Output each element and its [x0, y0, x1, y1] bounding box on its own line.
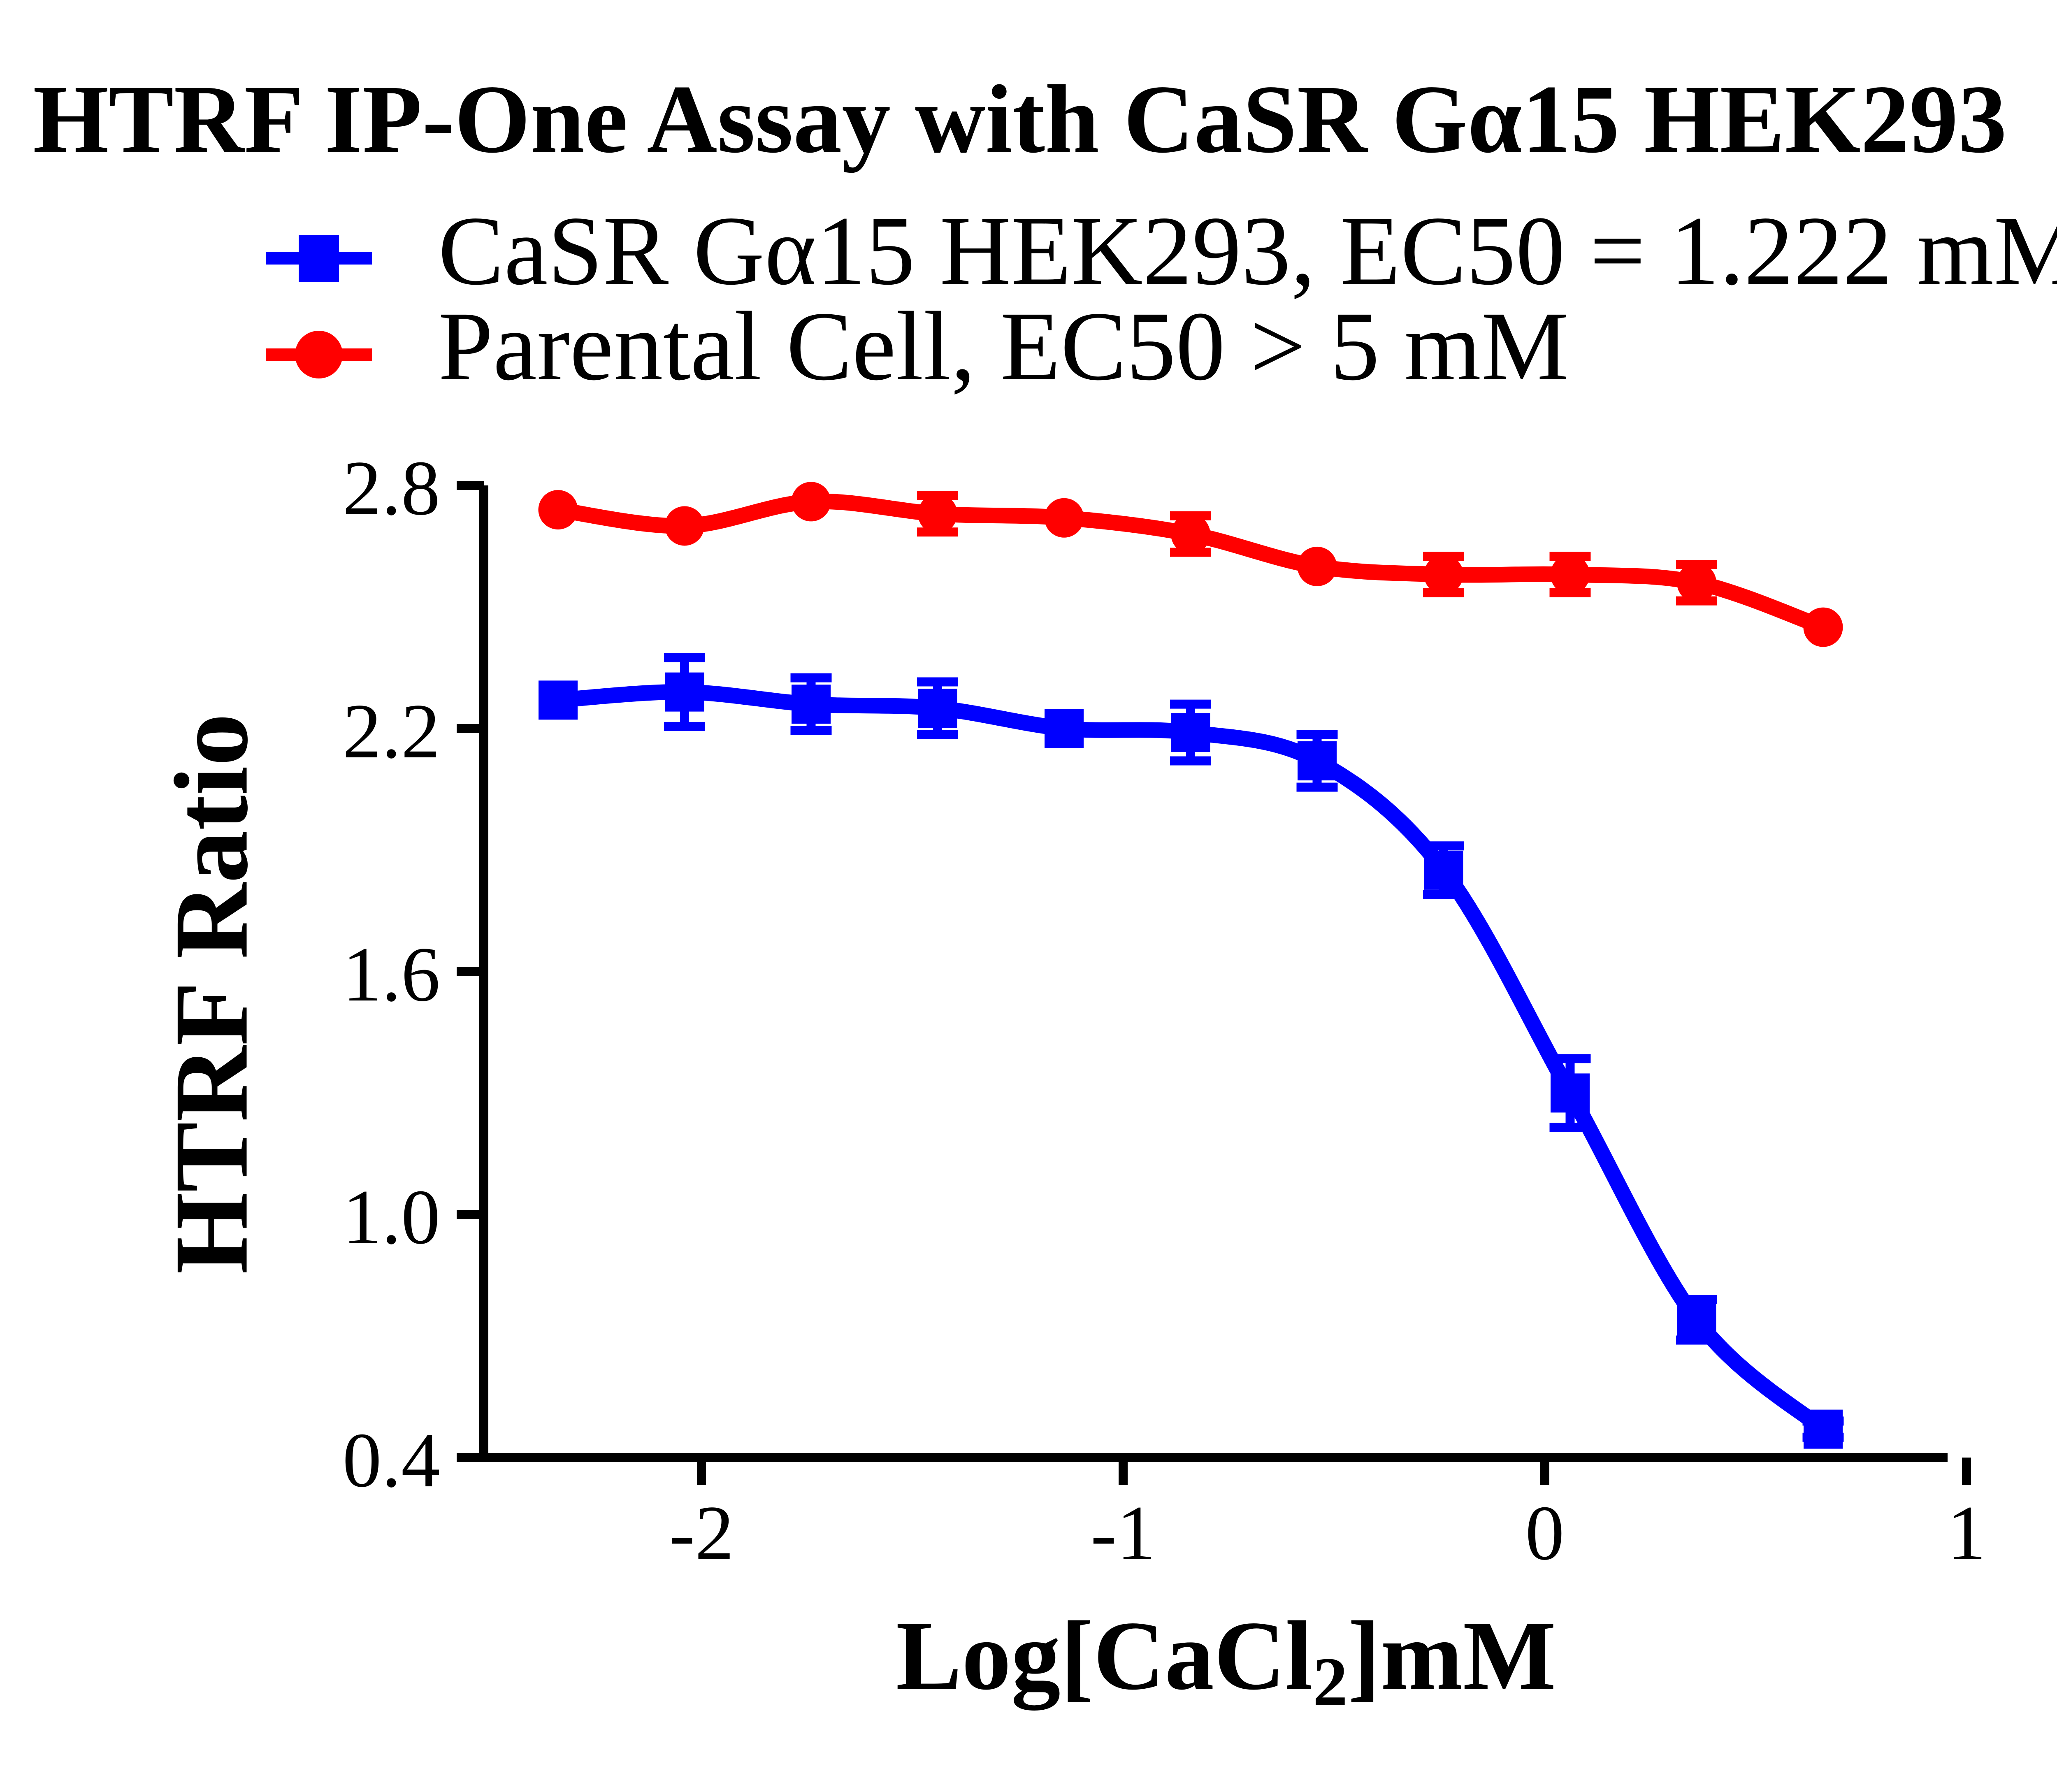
svg-text:CaSR Gα15 HEK293, EC50 = 1.22: CaSR Gα15 HEK293, EC50 = 1.222 mM	[438, 196, 2057, 305]
svg-text:0.4: 0.4	[343, 1417, 441, 1504]
svg-text:HTRF IP-One Assay with CaSR Gα: HTRF IP-One Assay with CaSR Gα15 HEK293（…	[33, 65, 2057, 173]
svg-text:Log[CaCl2]mM: Log[CaCl2]mM	[896, 1601, 1556, 1720]
svg-text:-2: -2	[669, 1490, 734, 1576]
svg-text:1: 1	[1947, 1490, 1986, 1576]
svg-text:HTRF Ratio: HTRF Ratio	[153, 713, 270, 1274]
svg-text:0: 0	[1525, 1490, 1565, 1576]
svg-text:-1: -1	[1091, 1490, 1156, 1576]
svg-text:Parental Cell, EC50 > 5 mM: Parental Cell, EC50 > 5 mM	[438, 291, 1569, 401]
svg-text:2.8: 2.8	[343, 445, 441, 532]
svg-text:2.2: 2.2	[343, 688, 441, 775]
svg-text:1.0: 1.0	[343, 1174, 441, 1260]
svg-text:1.6: 1.6	[343, 931, 441, 1018]
